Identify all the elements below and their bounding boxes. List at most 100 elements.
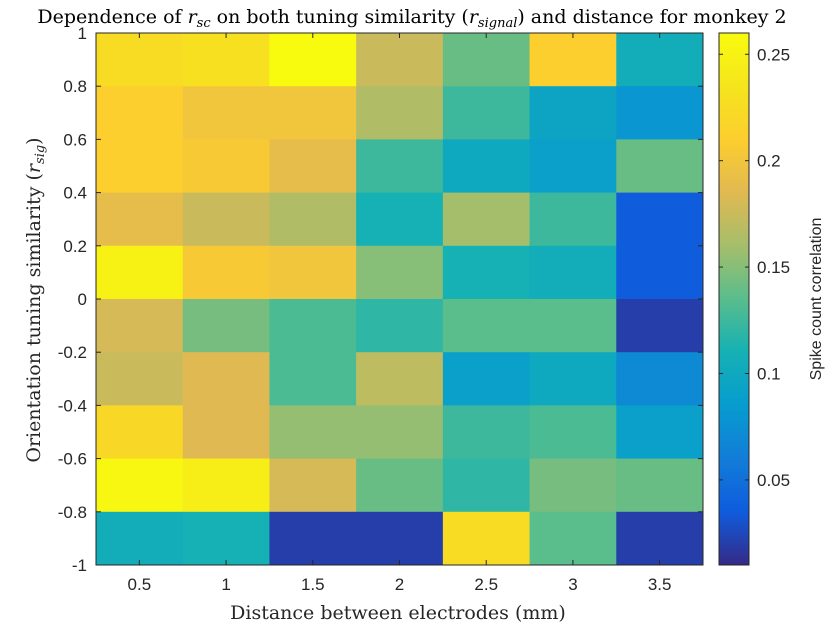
heatmap-cell bbox=[442, 86, 531, 140]
heatmap-cell bbox=[616, 139, 704, 194]
title-var-sub: sc bbox=[197, 16, 212, 31]
heatmap-cell bbox=[529, 33, 617, 87]
colorbar-tick-label: 0.2 bbox=[757, 152, 781, 171]
title-var: r bbox=[188, 6, 199, 28]
heatmap-cell bbox=[96, 245, 184, 300]
y-tick-label: 0.8 bbox=[63, 77, 87, 96]
heatmap-cells bbox=[96, 33, 704, 566]
heatmap-cell bbox=[529, 139, 617, 194]
heatmap-cell bbox=[96, 139, 184, 194]
title-mid: on both tuning similarity ( bbox=[211, 6, 469, 28]
heatmap-cell bbox=[529, 192, 617, 247]
heatmap-cell bbox=[442, 192, 531, 247]
title-var2: r bbox=[469, 6, 480, 28]
heatmap-cell bbox=[96, 458, 184, 513]
heatmap-cell bbox=[182, 86, 270, 140]
heatmap-cell bbox=[442, 33, 531, 87]
title-suffix: ) and distance for monkey 2 bbox=[517, 6, 786, 28]
heatmap-cell bbox=[616, 245, 704, 300]
plot-axes bbox=[95, 32, 704, 566]
heatmap-cell bbox=[182, 299, 270, 353]
heatmap-cell bbox=[269, 139, 357, 194]
heatmap-cell bbox=[96, 405, 184, 460]
heatmap-cell bbox=[96, 511, 184, 566]
heatmap-cell bbox=[442, 511, 531, 566]
heatmap-cell bbox=[529, 86, 617, 140]
heatmap-cell bbox=[96, 33, 184, 87]
heatmap-cell bbox=[616, 33, 704, 87]
heatmap-cell bbox=[356, 139, 444, 194]
heatmap-cell bbox=[182, 511, 270, 566]
heatmap-cell bbox=[356, 299, 444, 353]
heatmap-cell bbox=[529, 405, 617, 460]
y-tick-label: 1 bbox=[78, 24, 87, 43]
heatmap-cell bbox=[529, 352, 617, 406]
y-tick-label: -0.6 bbox=[58, 450, 87, 469]
heatmap-cell bbox=[356, 352, 444, 406]
colorbar-tick-label: 0.1 bbox=[757, 364, 781, 383]
heatmap-cell bbox=[356, 511, 444, 566]
heatmap-cell bbox=[182, 192, 270, 247]
colorbar-tick-label: 0.15 bbox=[757, 258, 790, 277]
heatmap-cell bbox=[616, 299, 704, 353]
heatmap-cell bbox=[616, 405, 704, 460]
heatmap-cell bbox=[182, 405, 270, 460]
heatmap-cell bbox=[442, 405, 531, 460]
chart-title: Dependence of rsc on both tuning similar… bbox=[37, 6, 786, 31]
heatmap-cell bbox=[356, 33, 444, 87]
y-tick-label: -0.8 bbox=[58, 503, 87, 522]
y-label-var: r bbox=[23, 162, 45, 173]
heatmap-cell bbox=[182, 33, 270, 87]
x-axis-label: Distance between electrodes (mm) bbox=[230, 602, 566, 624]
y-tick-label: 0.6 bbox=[63, 130, 87, 149]
y-tick-label: 0.4 bbox=[63, 184, 87, 203]
colorbar-label: Spike count correlation bbox=[808, 218, 825, 381]
heatmap-cell bbox=[182, 458, 270, 513]
heatmap-cell bbox=[529, 245, 617, 300]
heatmap-cell bbox=[442, 299, 531, 353]
heatmap-cell bbox=[269, 405, 357, 460]
heatmap-cell bbox=[356, 458, 444, 513]
y-tick-label: -1 bbox=[72, 556, 87, 575]
title-var2-sub: signal bbox=[478, 16, 517, 31]
x-axis-tick-labels: 0.5 1 1.5 2 2.5 3 3.5 bbox=[128, 575, 672, 594]
y-tick-label: 0.2 bbox=[63, 237, 87, 256]
heatmap-cell bbox=[529, 511, 617, 566]
colorbar bbox=[718, 32, 750, 566]
y-tick-label: -0.4 bbox=[58, 396, 87, 415]
x-tick-label: 0.5 bbox=[128, 575, 152, 594]
heatmap-cell bbox=[96, 299, 184, 353]
y-label-var-sub: sig bbox=[33, 145, 48, 164]
heatmap-cell bbox=[442, 139, 531, 194]
heatmap-cell bbox=[182, 139, 270, 194]
heatmap-cell bbox=[356, 245, 444, 300]
x-tick-label: 3 bbox=[568, 575, 577, 594]
x-tick-label: 1.5 bbox=[301, 575, 325, 594]
heatmap-cell bbox=[269, 458, 357, 513]
heatmap-cell bbox=[182, 352, 270, 406]
heatmap-cell bbox=[182, 245, 270, 300]
heatmap-cell bbox=[616, 352, 704, 406]
heatmap-cell bbox=[96, 192, 184, 247]
colorbar-ticks: 0.25 0.2 0.15 0.1 0.05 bbox=[719, 45, 790, 490]
heatmap-cell bbox=[529, 458, 617, 513]
y-tick-label: 0 bbox=[78, 290, 87, 309]
x-tick-label: 2.5 bbox=[474, 575, 498, 594]
heatmap-cell bbox=[269, 352, 357, 406]
y-axis-label: Orientation tuning similarity (rsig) bbox=[23, 137, 48, 462]
heatmap-cell bbox=[269, 192, 357, 247]
heatmap-cell bbox=[442, 245, 531, 300]
title-prefix: Dependence of bbox=[37, 6, 187, 28]
heatmap-cell bbox=[616, 458, 704, 513]
heatmap-cell bbox=[442, 458, 531, 513]
y-tick-label: -0.2 bbox=[58, 343, 87, 362]
heatmap-cell bbox=[616, 192, 704, 247]
heatmap-cell bbox=[616, 511, 704, 566]
heatmap-cell bbox=[269, 33, 357, 87]
heatmap-cell bbox=[529, 299, 617, 353]
heatmap-cell bbox=[442, 352, 531, 406]
y-axis-tick-labels: 1 0.8 0.6 0.4 0.2 0 -0.2 -0.4 -0.6 -0.8 -1 bbox=[58, 24, 87, 575]
y-label-suffix: ) bbox=[23, 137, 45, 144]
heatmap-cell bbox=[356, 405, 444, 460]
